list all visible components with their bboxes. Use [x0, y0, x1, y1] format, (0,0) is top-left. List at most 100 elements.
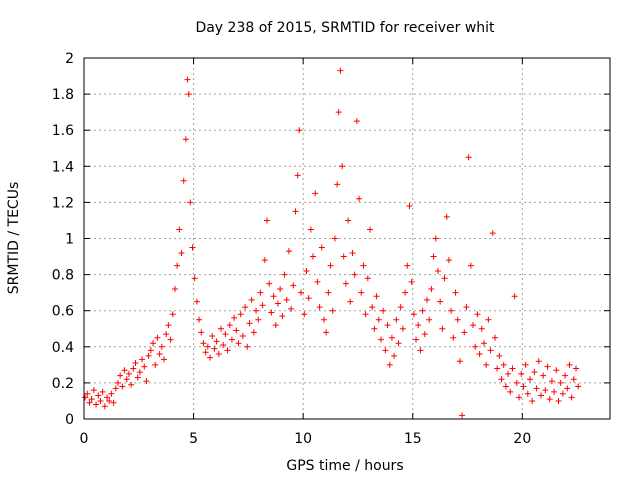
- data-point: [211, 345, 218, 352]
- data-point: [231, 314, 238, 321]
- y-axis-label: SRMTID / TECUs: [6, 182, 22, 295]
- data-point: [426, 316, 433, 323]
- data-point: [463, 304, 470, 311]
- data-point: [456, 358, 463, 365]
- data-point: [360, 262, 367, 269]
- data-point: [537, 392, 544, 399]
- data-points: [82, 67, 582, 419]
- data-point: [448, 307, 455, 314]
- data-point: [535, 358, 542, 365]
- y-tick-label: 2: [65, 51, 74, 67]
- data-point: [112, 385, 119, 392]
- data-point: [217, 325, 224, 332]
- data-point: [318, 244, 325, 251]
- data-point: [296, 127, 303, 134]
- data-point: [335, 109, 342, 116]
- data-point: [437, 298, 444, 305]
- data-point: [171, 286, 178, 293]
- data-point: [134, 374, 141, 381]
- data-point: [544, 363, 551, 370]
- data-point: [450, 334, 457, 341]
- data-point: [108, 390, 115, 397]
- data-point: [202, 349, 209, 356]
- y-tick-label: 1.8: [52, 87, 74, 103]
- data-point: [399, 325, 406, 332]
- data-point: [520, 383, 527, 390]
- data-point: [516, 394, 523, 401]
- data-point: [279, 313, 286, 320]
- data-point: [380, 307, 387, 314]
- data-point: [255, 316, 262, 323]
- chart-grid: [84, 58, 610, 419]
- data-point: [465, 154, 472, 161]
- data-point: [235, 340, 242, 347]
- data-point: [104, 394, 111, 401]
- data-point: [369, 304, 376, 311]
- data-point: [132, 360, 139, 367]
- data-point: [564, 385, 571, 392]
- data-point: [397, 304, 404, 311]
- data-point: [99, 388, 106, 395]
- x-tick-label: 15: [404, 431, 422, 447]
- data-point: [529, 397, 536, 404]
- data-point: [174, 262, 181, 269]
- y-tick-label: 0: [65, 412, 74, 428]
- data-point: [500, 361, 507, 368]
- data-point: [277, 286, 284, 293]
- x-tick-label: 5: [189, 431, 198, 447]
- data-point: [266, 280, 273, 287]
- data-point: [213, 338, 220, 345]
- data-point: [283, 296, 290, 303]
- data-point: [169, 311, 176, 318]
- data-point: [415, 322, 422, 329]
- data-point: [430, 253, 437, 260]
- data-point: [340, 253, 347, 260]
- data-point: [82, 394, 89, 401]
- data-point: [86, 399, 93, 406]
- data-point: [196, 316, 203, 323]
- data-point: [568, 394, 575, 401]
- data-point: [158, 343, 165, 350]
- y-tick-label: 0.4: [52, 340, 74, 356]
- data-point: [270, 293, 277, 300]
- data-point: [347, 298, 354, 305]
- data-point: [160, 356, 167, 363]
- data-point: [540, 372, 547, 379]
- data-point: [342, 280, 349, 287]
- data-point: [487, 347, 494, 354]
- data-point: [178, 249, 185, 256]
- data-point: [101, 403, 108, 410]
- data-point: [301, 311, 308, 318]
- data-point: [246, 320, 253, 327]
- x-tick-label: 0: [80, 431, 89, 447]
- y-tick-label: 0.6: [52, 304, 74, 320]
- data-point: [198, 329, 205, 336]
- data-point: [362, 311, 369, 318]
- data-point: [180, 177, 187, 184]
- data-point: [334, 181, 341, 188]
- data-point: [187, 199, 194, 206]
- data-point: [509, 365, 516, 372]
- data-point: [233, 327, 240, 334]
- data-point: [522, 361, 529, 368]
- data-point: [215, 351, 222, 358]
- data-point: [472, 343, 479, 350]
- data-point: [339, 163, 346, 170]
- data-point: [156, 351, 163, 358]
- data-point: [432, 235, 439, 242]
- data-point: [244, 343, 251, 350]
- data-point: [533, 385, 540, 392]
- data-point: [391, 352, 398, 359]
- x-tick-label: 10: [294, 431, 312, 447]
- data-point: [184, 76, 191, 83]
- data-point: [154, 334, 161, 341]
- data-point: [152, 361, 159, 368]
- data-point: [228, 336, 235, 343]
- data-point: [480, 340, 487, 347]
- data-point: [145, 352, 152, 359]
- data-point: [250, 329, 257, 336]
- data-point: [513, 379, 520, 386]
- data-point: [297, 289, 304, 296]
- data-point: [121, 367, 128, 374]
- chart-title: Day 238 of 2015, SRMTID for receiver whi…: [195, 20, 495, 36]
